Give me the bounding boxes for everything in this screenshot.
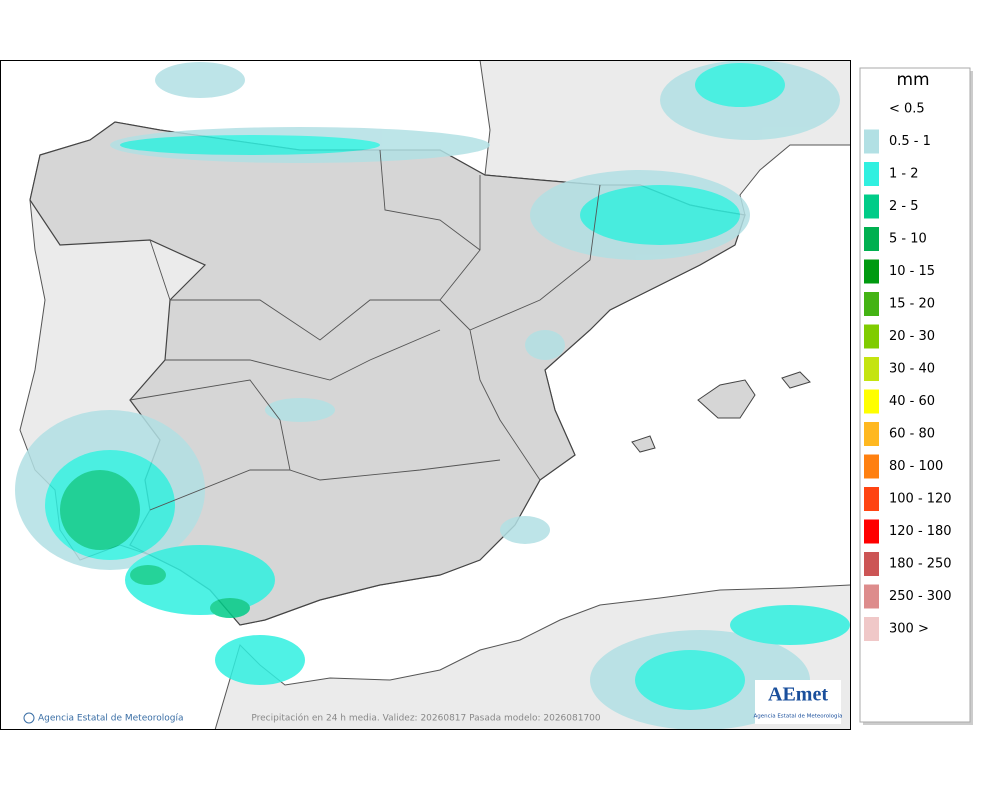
legend-swatch xyxy=(864,519,879,544)
legend-label: 120 - 180 xyxy=(889,524,952,539)
legend-label: 20 - 30 xyxy=(889,329,935,344)
legend-swatch xyxy=(864,617,879,641)
legend-swatch xyxy=(864,259,879,284)
legend-label: 10 - 15 xyxy=(889,264,935,279)
island-ibiza xyxy=(631,435,656,453)
legend-label: 15 - 20 xyxy=(889,297,935,312)
legend-label: < 0.5 xyxy=(889,102,925,117)
legend-swatch xyxy=(864,129,879,154)
legend-label: 30 - 40 xyxy=(889,362,935,377)
legend-label: 250 - 300 xyxy=(889,589,952,604)
legend-label: 100 - 120 xyxy=(889,492,952,507)
copyright-icon xyxy=(23,712,35,724)
legend-swatch xyxy=(864,227,879,251)
legend-swatch xyxy=(864,584,879,609)
island-mallorca xyxy=(697,379,756,419)
legend-title: mm xyxy=(896,70,929,90)
legend-swatch xyxy=(864,357,879,381)
legend-label: 2 - 5 xyxy=(889,199,919,214)
legend-label: 300 > xyxy=(889,622,929,637)
legend: mm < 0.5 0.5 - 1 1 - 2 2 - 5 5 - 10 10 - 15 15… xyxy=(864,70,952,641)
logo-subtitle: Agencia Estatal de Meteorología xyxy=(754,713,843,720)
logo-text: AEmet xyxy=(768,684,828,706)
legend-swatch xyxy=(864,552,879,576)
legend-label: 180 - 250 xyxy=(889,557,952,572)
legend-label: 0.5 - 1 xyxy=(889,134,931,149)
legend-swatch xyxy=(864,422,879,446)
legend-swatch xyxy=(864,194,879,219)
legend-label: 60 - 80 xyxy=(889,427,935,442)
map-frame xyxy=(0,60,851,730)
legend-label: 40 - 60 xyxy=(889,394,935,409)
precip-areas xyxy=(15,61,850,729)
footer-center: Precipitación en 24 h media. Validez: 20… xyxy=(251,713,601,724)
legend-swatch xyxy=(864,162,879,186)
legend-swatch xyxy=(864,454,879,479)
region-borders xyxy=(129,149,601,511)
map: Agencia Estatal de Meteorología Precipit… xyxy=(1,61,850,729)
legend-swatch xyxy=(864,389,879,414)
legend-swatch xyxy=(864,487,879,511)
legend-label: 5 - 10 xyxy=(889,232,927,247)
logo-box xyxy=(755,680,841,724)
island-menorca xyxy=(781,371,811,389)
legend-label: 1 - 2 xyxy=(889,167,919,182)
footer-left: Agencia Estatal de Meteorología xyxy=(38,714,184,724)
legend-label: 80 - 100 xyxy=(889,459,943,474)
legend-swatch xyxy=(864,324,879,349)
legend-swatch xyxy=(864,292,879,316)
